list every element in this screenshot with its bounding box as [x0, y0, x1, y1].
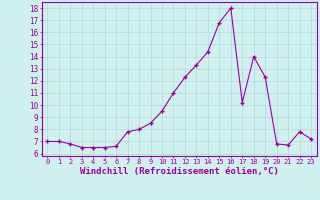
- X-axis label: Windchill (Refroidissement éolien,°C): Windchill (Refroidissement éolien,°C): [80, 167, 279, 176]
